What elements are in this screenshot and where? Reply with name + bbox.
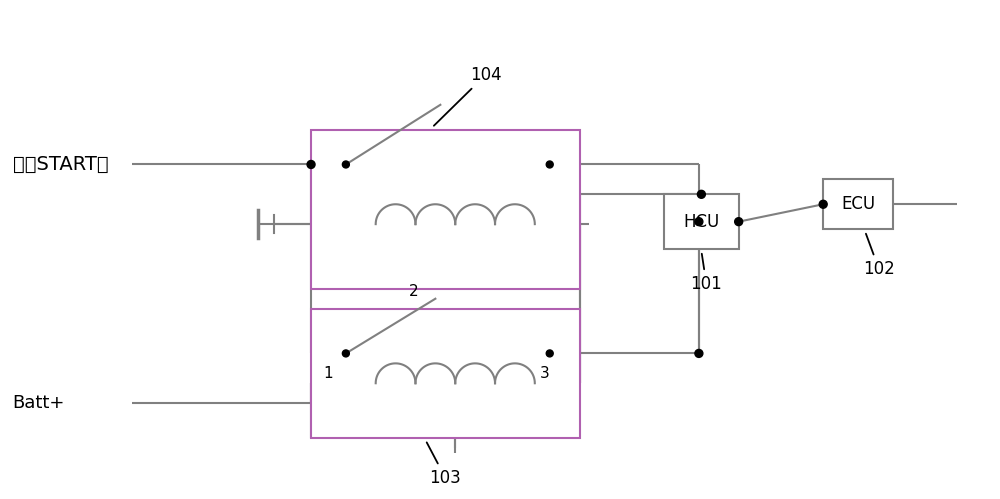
Text: 102: 102: [863, 234, 895, 278]
Text: 1: 1: [323, 366, 333, 381]
Text: 3: 3: [540, 366, 550, 381]
Circle shape: [695, 349, 703, 357]
Text: 104: 104: [434, 66, 501, 126]
Circle shape: [695, 218, 703, 226]
Circle shape: [546, 350, 553, 357]
Bar: [311, 130, 580, 289]
Circle shape: [819, 200, 827, 208]
Text: HCU: HCU: [683, 213, 719, 231]
Text: Batt+: Batt+: [13, 394, 65, 412]
Circle shape: [342, 350, 349, 357]
Circle shape: [697, 190, 705, 198]
Text: 钥匙START端: 钥匙START端: [13, 155, 108, 174]
Text: 101: 101: [690, 253, 722, 293]
Bar: [664, 194, 739, 249]
Text: 103: 103: [427, 443, 461, 487]
Bar: [823, 180, 893, 229]
Bar: [311, 309, 580, 438]
Text: 2: 2: [409, 284, 418, 299]
Circle shape: [546, 161, 553, 168]
Circle shape: [735, 218, 743, 226]
Text: ECU: ECU: [841, 195, 875, 213]
Circle shape: [307, 161, 315, 169]
Circle shape: [342, 161, 349, 168]
